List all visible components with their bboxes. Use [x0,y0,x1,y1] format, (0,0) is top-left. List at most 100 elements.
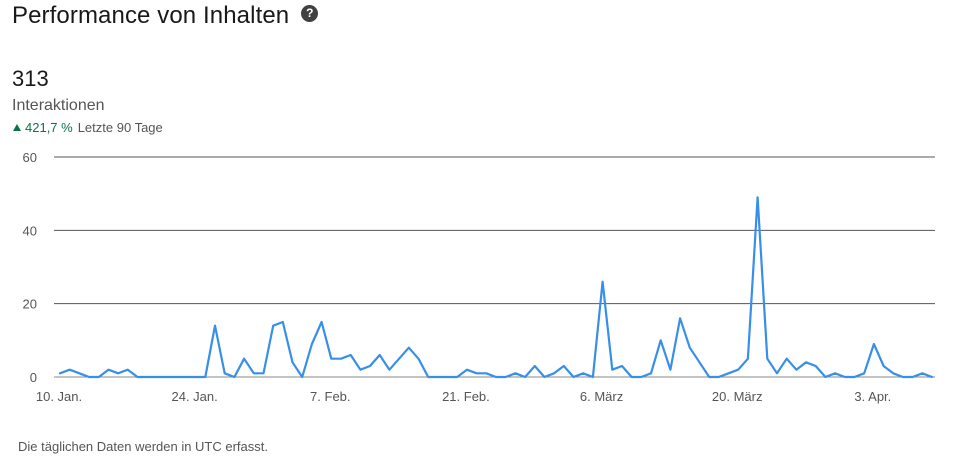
data-point [794,368,798,372]
data-point [591,375,595,379]
data-point [707,375,711,379]
trend-indicator: 421,7 % Letzte 90 Tage [13,120,163,135]
data-point [77,371,81,375]
data-point [281,320,285,324]
data-point [155,375,159,379]
data-point [271,324,275,328]
footnote: Die täglichen Daten werden in UTC erfass… [18,439,269,454]
data-point [358,368,362,372]
data-point [552,371,556,375]
data-point [232,375,236,379]
data-point [785,357,789,361]
data-point [242,357,246,361]
data-point [804,360,808,364]
data-point [930,375,934,379]
x-tick-label: 7. Feb. [310,389,350,404]
data-point [746,357,750,361]
data-point [688,346,692,350]
data-point [620,364,624,368]
data-point [213,324,217,328]
data-point [717,375,721,379]
data-point [136,375,140,379]
data-point [145,375,149,379]
data-point [310,342,314,346]
data-point [630,375,634,379]
data-point [610,368,614,372]
data-point [475,371,479,375]
data-point [901,375,905,379]
data-point [814,364,818,368]
data-point [504,375,508,379]
data-point [194,375,198,379]
data-point [300,375,304,379]
data-point [165,375,169,379]
interactions-line-chart: 0 20 40 60 10. Jan. 24. Jan. 7. Feb. 21. Feb. 6.… [23,150,935,404]
trend-percent: 421,7 % [25,120,73,135]
data-point [765,357,769,361]
data-point [911,375,915,379]
trend-up-icon [13,124,21,131]
data-point [291,360,295,364]
data-point [601,280,605,284]
x-tick-label: 20. März [712,389,763,404]
data-point [542,375,546,379]
data-point [513,371,517,375]
data-point [126,368,130,372]
data-point [339,357,343,361]
data-point [203,375,207,379]
data-point [87,375,91,379]
data-point [649,371,653,375]
x-tick-label: 24. Jan. [172,389,218,404]
header: Performance von Inhalten ? [12,2,319,30]
data-point [397,357,401,361]
data-point [659,338,663,342]
data-point [882,364,886,368]
data-point [852,375,856,379]
data-point [106,368,110,372]
data-point [775,371,779,375]
data-point [261,371,265,375]
data-point [697,360,701,364]
data-point [523,375,527,379]
data-point [58,371,62,375]
data-point [174,375,178,379]
data-point [533,364,537,368]
y-tick-label: 0 [30,370,37,385]
data-point [387,368,391,372]
question-circle-icon[interactable]: ? [301,4,319,22]
data-point [252,371,256,375]
data-point [920,371,924,375]
data-point [862,371,866,375]
data-point [833,371,837,375]
data-point [426,375,430,379]
data-point [368,364,372,368]
data-point [581,371,585,375]
data-point [872,342,876,346]
y-tick-label: 60 [23,150,37,165]
data-point [639,375,643,379]
data-point [68,368,72,372]
y-tick-label: 40 [23,223,37,238]
data-point [891,371,895,375]
data-point [572,375,576,379]
data-point [484,371,488,375]
metric-value: 313 [12,66,49,91]
data-point [727,371,731,375]
data-point [562,364,566,368]
data-point [329,357,333,361]
data-point [668,368,672,372]
data-point [756,195,760,199]
data-point [97,375,101,379]
data-point [416,357,420,361]
data-point [494,375,498,379]
metric-label: Interaktionen [12,97,105,114]
x-tick-label: 3. Apr. [854,389,891,404]
x-tick-label: 21. Feb. [442,389,490,404]
data-point [436,375,440,379]
data-point [184,375,188,379]
x-tick-label: 10. Jan. [36,389,82,404]
page-title: Performance von Inhalten [12,2,290,29]
y-tick-label: 20 [23,297,37,312]
data-point [320,320,324,324]
trend-period: Letzte 90 Tage [77,120,163,135]
